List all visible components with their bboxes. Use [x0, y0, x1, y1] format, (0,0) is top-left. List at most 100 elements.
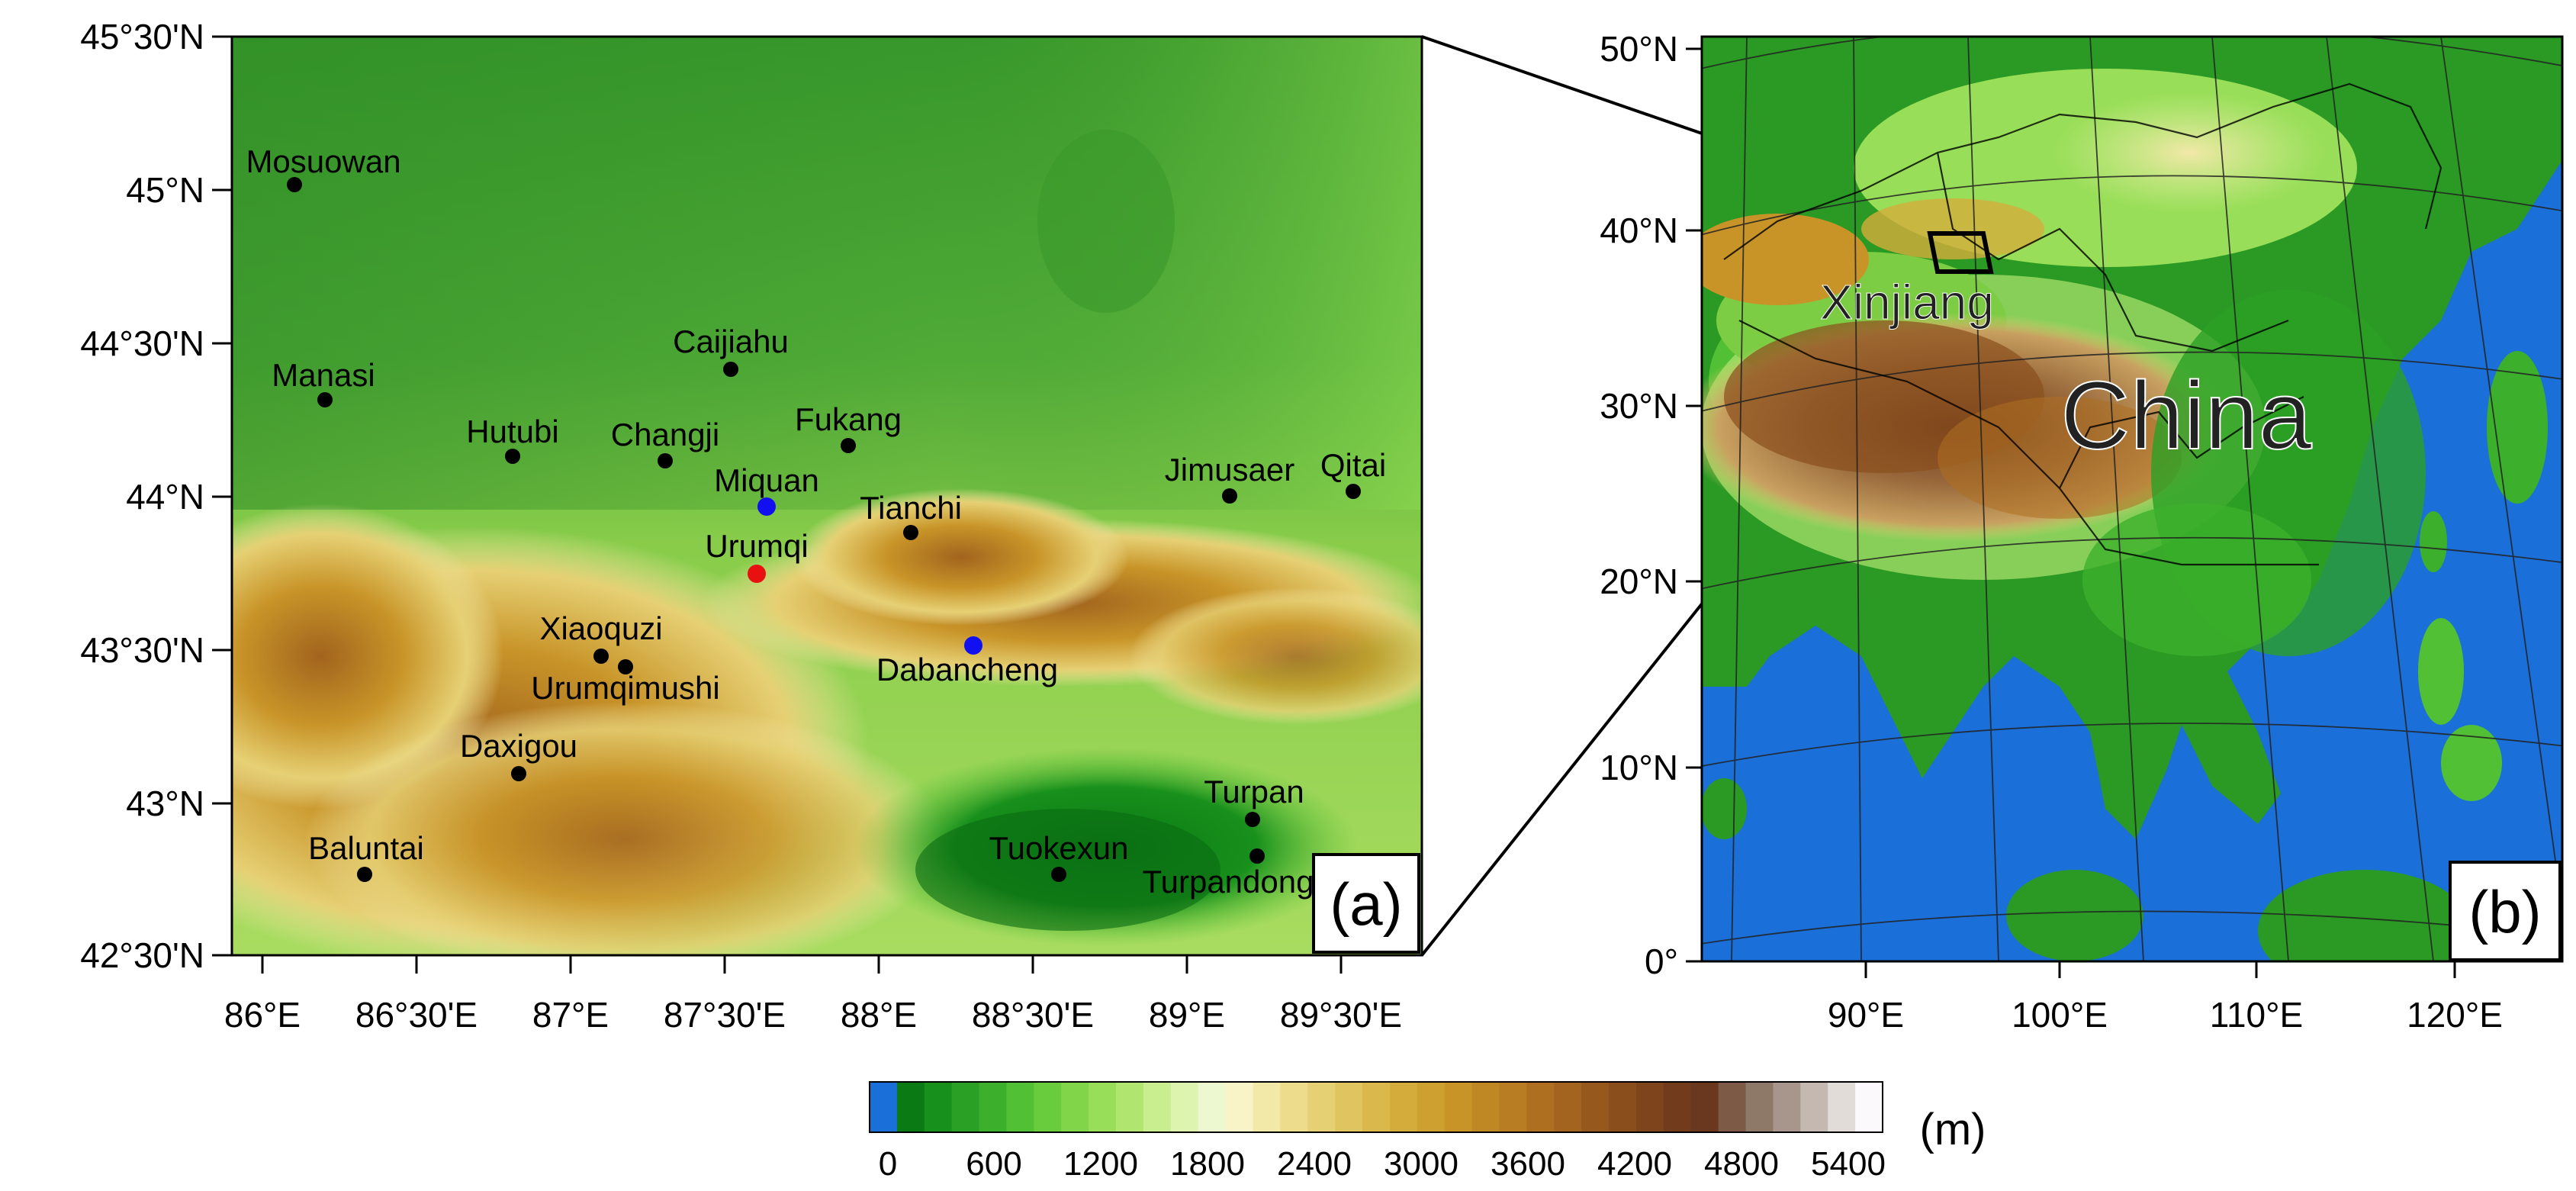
station-marker [658, 453, 673, 468]
lon-tick-label: 100°E [2012, 995, 2108, 1035]
station-marker [1346, 484, 1361, 499]
lat-tick-label: 45°30'N [80, 17, 204, 56]
station-label: Tuokexun [989, 830, 1129, 866]
colorbar-tick-label: 4800 [1704, 1145, 1779, 1183]
lon-tick-label: 88°30'E [972, 995, 1094, 1035]
panel-b-label-box [2449, 861, 2562, 961]
panel-a-map: 45°30'N 45°N 44°30'N 44°N 43°30'N 43°N 4… [80, 17, 1423, 1035]
station-marker [757, 497, 776, 516]
colorbar-cell [1499, 1082, 1527, 1132]
colorbar-cell [1828, 1082, 1856, 1132]
colorbar-cell [1773, 1082, 1801, 1132]
colorbar-tick-label: 5400 [1811, 1145, 1886, 1183]
country-label-china: China [2060, 362, 2312, 469]
colorbar: 0 600 1200 1800 2400 3000 3600 4200 4800… [869, 1081, 1986, 1183]
colorbar-tick-label: 4200 [1597, 1145, 1672, 1183]
station-label: Changji [611, 417, 719, 452]
panel-a-stations: Mosuowan Caijiahu Manasi Hutubi Changji … [246, 143, 1386, 900]
colorbar-cell [1581, 1082, 1610, 1132]
colorbar-cell [924, 1082, 953, 1132]
colorbar-cell [1635, 1082, 1664, 1132]
lon-tick-label: 110°E [2210, 995, 2303, 1035]
colorbar-cell [1745, 1082, 1774, 1132]
panel-a-lat-axis: 45°30'N 45°N 44°30'N 44°N 43°30'N 43°N 4… [80, 17, 232, 975]
panel-b-terrain [1702, 37, 2562, 961]
panel-a-lon-axis: 86°E 86°30'E 87°E 87°30'E 88°E 88°30'E 8… [224, 955, 1402, 1035]
colorbar-cell [1307, 1082, 1336, 1132]
colorbar-cell [1143, 1082, 1172, 1132]
colorbar-cell [1170, 1082, 1199, 1132]
station-label: Tianchi [860, 490, 962, 526]
lon-tick-label: 86°30'E [355, 995, 478, 1035]
colorbar-cell [1663, 1082, 1692, 1132]
station-marker [357, 867, 372, 882]
lat-tick-label: 43°N [126, 784, 204, 823]
station-label: Caijiahu [673, 324, 789, 359]
colorbar-cell [1389, 1082, 1418, 1132]
lon-tick-label: 87°E [532, 995, 609, 1035]
station-marker [618, 659, 633, 674]
colorbar-cell [1116, 1082, 1144, 1132]
colorbar-cell [1335, 1082, 1363, 1132]
station-label: Qitai [1320, 447, 1386, 483]
colorbar-cell [1471, 1082, 1500, 1132]
region-label-xinjiang: Xinjiang [1820, 275, 1994, 330]
station-marker [505, 449, 520, 464]
station-label: Baluntai [308, 830, 424, 866]
colorbar-cell [1554, 1082, 1582, 1132]
panel-b-lat-axis: 50°N 40°N 30°N 20°N 10°N 0° [1600, 29, 1702, 981]
station-marker [1051, 867, 1066, 882]
station-marker [903, 525, 918, 540]
study-area-box [1927, 231, 1994, 274]
station-marker [1245, 812, 1260, 827]
colorbar-cell [1690, 1082, 1719, 1132]
station-label: Miquan [714, 462, 819, 498]
lat-tick-label: 0° [1645, 942, 1678, 981]
panel-b-frame [1700, 35, 2564, 963]
station-label: Xiaoquzi [539, 610, 662, 646]
lon-tick-label: 120°E [2407, 995, 2503, 1035]
colorbar-cell [1225, 1082, 1254, 1132]
station-label: Manasi [272, 357, 375, 393]
panel-a-terrain [232, 37, 1422, 955]
colorbar-cell [1444, 1082, 1473, 1132]
station-marker [748, 565, 766, 583]
colorbar-cell [1089, 1082, 1117, 1132]
colorbar-cell [1061, 1082, 1089, 1132]
lat-tick-label: 20°N [1600, 562, 1678, 601]
lon-tick-label: 88°E [841, 995, 917, 1035]
lat-tick-label: 45°N [126, 170, 204, 210]
station-marker [964, 636, 982, 655]
colorbar-cell [896, 1082, 925, 1132]
colorbar-tick-label: 0 [879, 1145, 897, 1183]
station-marker [841, 438, 856, 453]
station-label: Mosuowan [246, 143, 400, 179]
colorbar-cell [1800, 1082, 1828, 1132]
colorbar-cells [870, 1082, 1883, 1132]
lon-tick-label: 86°E [224, 995, 301, 1035]
colorbar-cell [979, 1082, 1008, 1132]
station-marker [723, 362, 738, 377]
station-label: Urumqimushi [531, 670, 719, 706]
lon-tick-label: 89°E [1149, 995, 1225, 1035]
lon-tick-label: 90°E [1828, 995, 1904, 1035]
colorbar-tick-label: 3000 [1384, 1145, 1458, 1183]
lon-tick-label: 87°30'E [664, 995, 786, 1035]
colorbar-cell [1362, 1082, 1391, 1132]
colorbar-frame [869, 1081, 1883, 1133]
colorbar-tick-label: 2400 [1277, 1145, 1352, 1183]
station-label: Turpan [1204, 774, 1304, 810]
lat-tick-label: 40°N [1600, 211, 1678, 250]
panel-b-map: Xinjiang China 50°N 40°N 30°N 20°N 10°N … [1600, 29, 2564, 1035]
colorbar-tick-label: 1800 [1170, 1145, 1245, 1183]
colorbar-cell [951, 1082, 980, 1132]
panel-b-graticule [1702, 37, 2562, 961]
colorbar-cell [1280, 1082, 1308, 1132]
lat-tick-label: 44°N [126, 477, 204, 517]
panel-a-label: (a) [1330, 871, 1402, 938]
station-marker [1249, 848, 1265, 864]
colorbar-cell [1609, 1082, 1637, 1132]
colorbar-tick-label: 3600 [1491, 1145, 1565, 1183]
station-marker [317, 392, 333, 407]
colorbar-ticks: 0 600 1200 1800 2400 3000 3600 4200 4800… [879, 1145, 1886, 1183]
